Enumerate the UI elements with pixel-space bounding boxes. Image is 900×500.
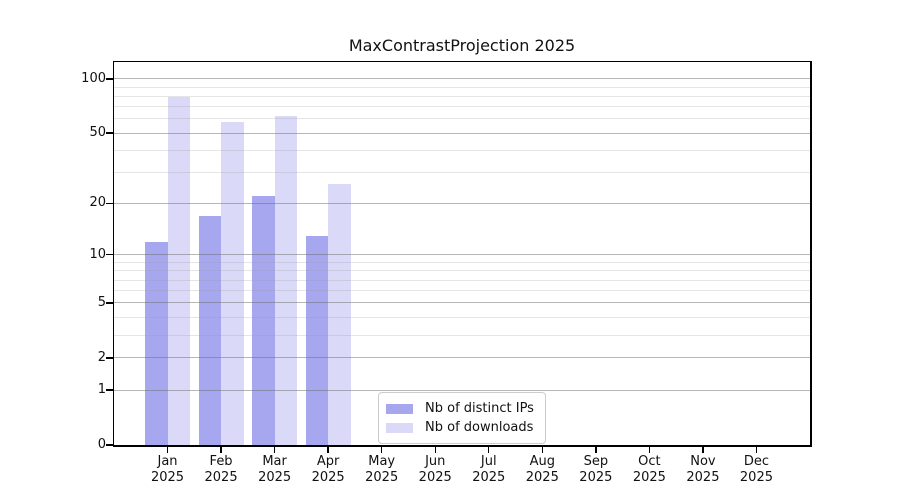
x-tick-label-oct: Oct 2025: [619, 454, 679, 486]
x-tick-month-aug: Aug: [529, 454, 555, 469]
x-tick-mark-dec: [755, 446, 758, 453]
x-tick-year-mar: 2025: [258, 470, 292, 485]
y-tick-label-20: 20: [89, 195, 106, 211]
bar-downloads-feb: [221, 121, 244, 445]
spine-right: [810, 60, 812, 447]
x-tick-year-dec: 2025: [739, 470, 773, 485]
x-tick-month-sep: Sep: [583, 454, 609, 469]
y-tick-label-1: 1: [97, 382, 106, 398]
y-tick-mark-1: [105, 389, 113, 391]
x-tick-year-oct: 2025: [632, 470, 666, 485]
bar-downloads-jan: [167, 97, 191, 445]
x-tick-month-oct: Oct: [638, 454, 661, 469]
x-tick-mark-aug: [541, 446, 543, 453]
bar-distinct-ips-feb: [198, 215, 222, 445]
x-tick-year-apr: 2025: [311, 470, 345, 485]
chart-title: MaxContrastProjection 2025: [348, 36, 576, 55]
x-tick-year-jul: 2025: [472, 470, 506, 485]
x-tick-label-aug: Aug 2025: [512, 454, 572, 486]
x-tick-mark-may: [380, 446, 383, 453]
x-tick-year-feb: 2025: [204, 470, 238, 485]
x-tick-month-nov: Nov: [690, 454, 716, 469]
gridline-minor-80: [114, 95, 810, 97]
x-tick-label-sep: Sep 2025: [566, 454, 626, 486]
legend: Nb of distinct IPs Nb of downloads: [378, 392, 546, 444]
gridline-minor-70: [114, 106, 810, 108]
x-tick-mark-nov: [702, 446, 704, 453]
gridline-major-100: [114, 78, 810, 80]
x-tick-year-aug: 2025: [525, 470, 559, 485]
x-tick-mark-jun: [434, 446, 436, 453]
y-tick-mark-20: [105, 202, 113, 205]
legend-label-0: Nb of distinct IPs: [425, 401, 534, 416]
x-tick-month-jun: Jun: [425, 454, 446, 469]
bar-distinct-ips-apr: [305, 235, 329, 445]
plot-area: Nb of distinct IPs Nb of downloads: [112, 60, 812, 447]
y-tick-mark-0: [105, 444, 113, 446]
x-tick-month-jul: Jul: [480, 454, 497, 469]
y-tick-label-2: 2: [97, 349, 106, 365]
y-tick-mark-5: [105, 302, 113, 304]
bar-downloads-apr: [328, 183, 351, 445]
x-tick-mark-jul: [488, 446, 490, 453]
spine-left: [112, 60, 114, 447]
x-tick-mark-jan: [166, 446, 169, 453]
legend-label-1: Nb of downloads: [425, 420, 534, 435]
bar-distinct-ips-mar: [252, 196, 275, 445]
gridline-minor-40: [114, 149, 810, 151]
y-tick-mark-10: [105, 254, 113, 256]
x-tick-year-jun: 2025: [418, 470, 452, 485]
x-tick-label-dec: Dec 2025: [726, 454, 786, 486]
gridline-minor-90: [114, 86, 810, 88]
legend-item-0: Nb of distinct IPs: [386, 399, 537, 418]
x-tick-label-jun: Jun 2025: [405, 454, 465, 486]
x-tick-year-jan: 2025: [150, 470, 185, 485]
x-tick-month-feb: Feb: [209, 454, 233, 469]
x-tick-label-jul: Jul 2025: [459, 454, 519, 486]
x-tick-month-jan: Jan: [157, 454, 178, 469]
x-tick-label-mar: Mar 2025: [245, 454, 305, 486]
y-tick-label-10: 10: [89, 246, 106, 262]
y-tick-mark-2: [105, 357, 113, 359]
gridline-minor-30: [114, 172, 810, 174]
y-tick-label-50: 50: [89, 125, 106, 141]
x-tick-mark-feb: [220, 446, 222, 453]
x-tick-label-nov: Nov 2025: [673, 454, 733, 486]
y-tick-label-0: 0: [97, 437, 106, 452]
x-tick-year-sep: 2025: [579, 470, 613, 485]
gridline-major-50: [114, 132, 810, 134]
x-tick-label-feb: Feb 2025: [191, 454, 251, 486]
x-tick-month-may: May: [368, 454, 396, 469]
y-tick-label-100: 100: [81, 70, 106, 86]
spine-bottom: [114, 445, 810, 447]
legend-swatch-1: [386, 422, 413, 433]
x-tick-label-jan: Jan 2025: [138, 454, 198, 486]
x-tick-month-mar: Mar: [262, 454, 287, 469]
y-tick-label-5: 5: [97, 294, 106, 310]
x-tick-month-dec: Dec: [743, 454, 770, 469]
y-tick-mark-100: [105, 78, 113, 80]
legend-swatch-0: [386, 403, 413, 414]
bar-downloads-mar: [274, 116, 298, 445]
x-tick-label-apr: Apr 2025: [298, 454, 358, 486]
x-tick-label-may: May 2025: [352, 454, 412, 486]
spine-top: [114, 60, 810, 62]
x-tick-mark-oct: [648, 446, 651, 453]
x-tick-year-may: 2025: [365, 470, 399, 485]
gridline-minor-60: [114, 118, 810, 120]
bar-distinct-ips-jan: [145, 241, 168, 445]
x-tick-month-apr: Apr: [316, 454, 340, 469]
legend-item-1: Nb of downloads: [386, 418, 537, 437]
gridline-major-20: [114, 202, 810, 204]
x-tick-mark-sep: [595, 446, 597, 453]
x-tick-year-nov: 2025: [686, 470, 720, 485]
x-tick-mark-mar: [273, 446, 276, 453]
y-tick-mark-50: [105, 132, 113, 134]
x-tick-mark-apr: [327, 446, 329, 453]
